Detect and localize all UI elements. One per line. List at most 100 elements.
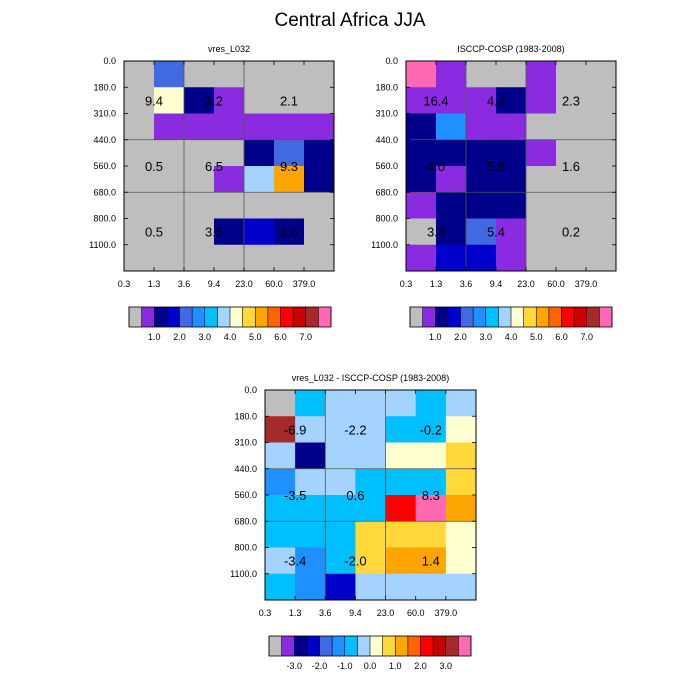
- y-tick-label: 560.0: [234, 490, 257, 500]
- x-tick-label: 3.6: [319, 608, 332, 618]
- heatmap-cell: [406, 192, 437, 219]
- cell-value-label: 5.8: [487, 159, 505, 174]
- heatmap-cell: [304, 87, 335, 114]
- heatmap-cell: [154, 87, 185, 114]
- colorbar-label: 2.0: [454, 332, 467, 342]
- heatmap-cell: [154, 61, 185, 88]
- heatmap-cell: [586, 139, 617, 167]
- colorbar-label: 3.0: [439, 661, 452, 671]
- heatmap-cell: [274, 166, 305, 193]
- heatmap-cell: [526, 166, 557, 193]
- cell-value-label: 2.3: [562, 93, 580, 108]
- colorbar-label: 3.0: [198, 332, 211, 342]
- colorbar-swatch: [420, 636, 434, 656]
- heatmap-cell: [406, 244, 437, 272]
- x-tick-label: 60.0: [407, 608, 425, 618]
- heatmap-cell: [436, 87, 467, 114]
- heatmap-cell: [355, 468, 386, 496]
- y-tick-label: 310.0: [375, 109, 398, 119]
- heatmap-cell: [325, 468, 356, 496]
- heatmap-cell: [184, 113, 215, 141]
- cell-value-label: 1.6: [562, 159, 580, 174]
- heatmap-cell: [466, 87, 497, 114]
- heatmap-cell: [355, 390, 386, 417]
- heatmap-cell: [244, 244, 275, 272]
- heatmap-cell: [355, 547, 386, 575]
- heatmap-cell: [214, 113, 245, 141]
- heatmap-cell: [415, 547, 447, 575]
- x-tick-label: 23.0: [235, 279, 253, 289]
- y-tick-label: 1100.0: [371, 240, 398, 250]
- cell-value-label: 4.0: [427, 159, 445, 174]
- heatmap-cell: [466, 244, 497, 272]
- heatmap-cell: [496, 166, 527, 193]
- heatmap-cell: [124, 139, 155, 167]
- heatmap-cell: [526, 218, 557, 246]
- heatmap-cell: [124, 166, 155, 193]
- colorbar-label: -1.0: [337, 661, 353, 671]
- y-tick-label: 680.0: [93, 187, 116, 197]
- y-tick-label: 560.0: [93, 161, 116, 171]
- colorbar-frame: [128, 306, 332, 328]
- colorbar-label: 5.0: [249, 332, 262, 342]
- colorbar-label: 4.0: [505, 332, 518, 342]
- heatmap-cell: [124, 244, 155, 272]
- heatmap-cell: [586, 192, 617, 219]
- y-tick-label: 0.0: [385, 56, 398, 66]
- heatmap-cell: [325, 442, 356, 470]
- heatmap-cell: [496, 218, 527, 246]
- y-tick-label: 440.0: [375, 135, 398, 145]
- heatmap-cell: [244, 139, 275, 167]
- heatmap-cell: [265, 416, 296, 443]
- heatmap-cell: [124, 192, 155, 219]
- heatmap-cell: [355, 495, 386, 522]
- heatmap-cell: [436, 139, 467, 167]
- colorbar-label: 4.0: [224, 332, 237, 342]
- heatmap-cell: [385, 416, 417, 443]
- colorbar-swatch: [447, 307, 461, 327]
- heatmap-cell: [385, 468, 417, 496]
- colorbar-swatch: [332, 636, 346, 656]
- colorbar-swatch: [242, 307, 256, 327]
- colorbar-swatch: [458, 636, 472, 656]
- cell-value-label: 6.5: [205, 159, 223, 174]
- x-tick-label: 0.3: [259, 608, 272, 618]
- heatmap-cell: [154, 166, 185, 193]
- heatmap-cell: [184, 87, 215, 114]
- x-tick-label: 1.3: [148, 279, 161, 289]
- y-tick-label: 680.0: [375, 187, 398, 197]
- heatmap-cell: [586, 166, 617, 193]
- heatmap-cell: [274, 218, 305, 246]
- colorbar-swatch: [370, 636, 383, 656]
- heatmap-cell: [124, 218, 155, 246]
- heatmap-cell: [304, 166, 335, 193]
- colorbar-swatch: [154, 307, 168, 327]
- heatmap-cell: [496, 244, 527, 272]
- heatmap-cell: [274, 244, 305, 272]
- heatmap-cell: [265, 495, 296, 522]
- heatmap-cell: [586, 113, 617, 141]
- heatmap-cell: [265, 521, 296, 548]
- heatmap-cell: [436, 166, 467, 193]
- heatmap-cell: [406, 166, 437, 193]
- colorbar-swatch: [485, 307, 499, 327]
- x-tick-label: 3.6: [178, 279, 191, 289]
- heatmap-cell: [244, 113, 275, 141]
- heatmap-cell: [466, 192, 497, 219]
- colorbar-label: 6.0: [555, 332, 568, 342]
- heatmap-cell: [154, 113, 185, 141]
- heatmap-cell: [325, 390, 356, 417]
- heatmap-cell: [184, 166, 215, 193]
- cell-value-label: -0.2: [420, 422, 442, 437]
- colorbar-swatch: [382, 636, 396, 656]
- x-tick-label: 60.0: [265, 279, 283, 289]
- heatmap-cell: [526, 61, 557, 88]
- colorbar-swatch: [435, 307, 449, 327]
- heatmap-cell: [244, 61, 275, 88]
- colorbar-swatch: [129, 307, 142, 327]
- heatmap-cell: [415, 573, 447, 601]
- colorbar-swatch: [255, 307, 269, 327]
- x-tick-label: 3.6: [460, 279, 473, 289]
- heatmap-cell: [265, 573, 296, 601]
